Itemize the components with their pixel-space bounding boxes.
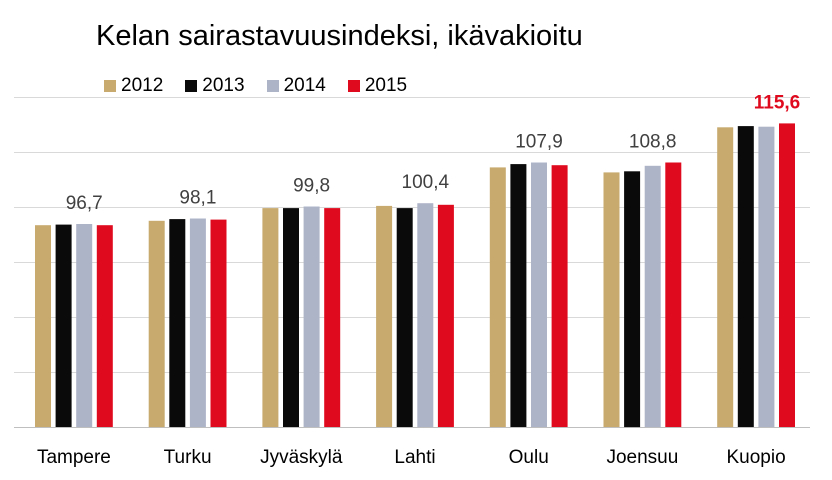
bar-2013-6 bbox=[737, 126, 754, 427]
data-label-0: 96,7 bbox=[66, 193, 103, 214]
bar-2013-0 bbox=[55, 224, 72, 427]
bar-2015-4 bbox=[551, 165, 568, 427]
x-tick-label-4: Oulu bbox=[509, 447, 549, 468]
x-tick-label-2: Jyväskylä bbox=[260, 447, 343, 468]
legend-swatch-2012 bbox=[104, 80, 116, 92]
bar-2014-2 bbox=[303, 206, 320, 427]
legend-item-2012: 2012 bbox=[104, 75, 163, 97]
x-tick-label-5: Joensuu bbox=[606, 447, 678, 468]
legend-label-2012: 2012 bbox=[121, 75, 164, 96]
legend-item-2014: 2014 bbox=[266, 75, 326, 97]
legend-label-2014: 2014 bbox=[283, 75, 326, 96]
bar-2012-0 bbox=[35, 225, 51, 427]
data-label-1: 98,1 bbox=[179, 188, 216, 209]
bar-2014-3 bbox=[417, 203, 434, 427]
data-label-6: 115,6 bbox=[754, 92, 801, 113]
data-label-2: 99,8 bbox=[293, 176, 330, 197]
legend-swatch-2014 bbox=[266, 80, 279, 92]
bar-2014-4 bbox=[531, 162, 547, 427]
bar-2015-6 bbox=[779, 123, 795, 428]
bar-2014-6 bbox=[758, 126, 775, 427]
legend-item-2015: 2015 bbox=[347, 75, 408, 97]
chart-title: Kelan sairastavuusindeksi, ikävakioitu bbox=[96, 20, 583, 52]
data-label-5: 108,8 bbox=[629, 132, 677, 153]
bar-2015-2 bbox=[324, 208, 341, 427]
bar-2013-2 bbox=[283, 208, 299, 427]
data-label-3: 100,4 bbox=[402, 172, 450, 193]
bar-2015-0 bbox=[96, 225, 113, 427]
bar-2012-3 bbox=[376, 205, 393, 427]
bar-2013-4 bbox=[510, 164, 527, 427]
bar-2015-1 bbox=[210, 219, 227, 427]
legend-label-2013: 2013 bbox=[202, 75, 245, 96]
bar-2015-3 bbox=[437, 204, 454, 427]
bar-2014-0 bbox=[76, 224, 93, 427]
legend-item-2013: 2013 bbox=[185, 75, 245, 97]
x-tick-label-1: Turku bbox=[164, 447, 212, 468]
bar-2012-4 bbox=[489, 167, 506, 427]
bar-2012-5 bbox=[603, 172, 620, 427]
x-tick-label-3: Lahti bbox=[394, 447, 435, 468]
data-label-4: 107,9 bbox=[515, 132, 563, 153]
legend-swatch-2015 bbox=[347, 80, 360, 92]
bar-2012-1 bbox=[148, 220, 165, 428]
legend-label-2015: 2015 bbox=[364, 75, 408, 96]
bar-2013-3 bbox=[396, 208, 413, 427]
bar-2012-6 bbox=[717, 127, 734, 428]
legend-swatch-2013 bbox=[185, 80, 198, 92]
bar-2014-5 bbox=[644, 165, 661, 428]
bar-2014-1 bbox=[189, 218, 206, 427]
x-tick-label-6: Kuopio bbox=[727, 447, 786, 468]
x-tick-label-0: Tampere bbox=[37, 447, 111, 468]
legend: 2012 2013 2014 2015 bbox=[104, 75, 429, 97]
bar-2015-5 bbox=[665, 162, 682, 427]
bar-2013-1 bbox=[169, 219, 186, 427]
bar-2013-5 bbox=[624, 171, 641, 428]
bar-2012-2 bbox=[262, 208, 279, 427]
